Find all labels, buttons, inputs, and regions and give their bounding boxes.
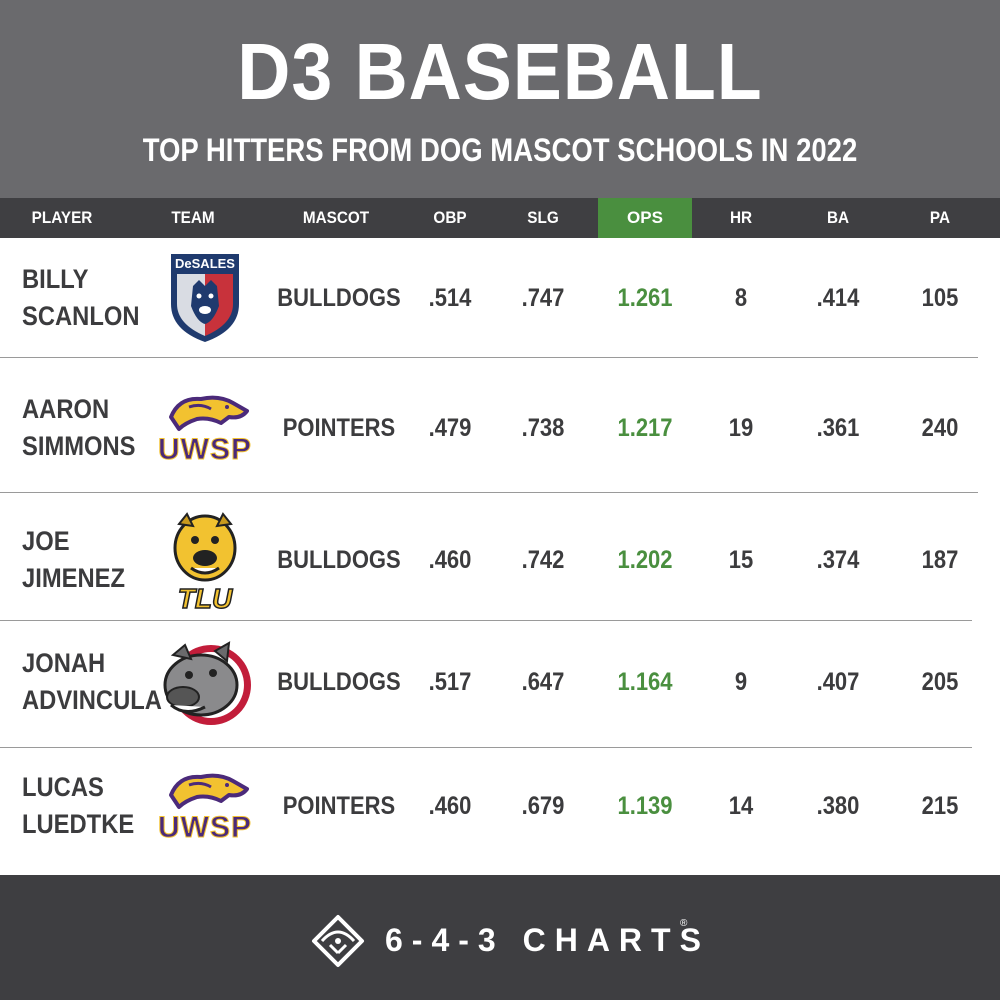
- player-last-name: ADVINCULA: [22, 685, 162, 715]
- player-last-name: SCANLON: [22, 301, 140, 331]
- svg-text:UWSP: UWSP: [158, 811, 252, 844]
- cell-hr: 14: [728, 792, 754, 820]
- page-subtitle: TOP HITTERS FROM DOG MASCOT SCHOOLS IN 2…: [142, 132, 858, 168]
- cell-mascot: BULLDOGS: [277, 668, 401, 696]
- column-header-ba: BA: [826, 208, 850, 227]
- cell-slg: .647: [521, 668, 565, 696]
- cell-ba: .374: [816, 546, 860, 574]
- cell-hr: 8: [734, 284, 748, 312]
- player-first-name: AARON: [22, 394, 110, 424]
- cell-pa: 105: [921, 284, 959, 312]
- cell-ba: .407: [816, 668, 860, 696]
- cell-slg: .742: [521, 546, 565, 574]
- cell-mascot: BULLDOGS: [277, 284, 401, 312]
- row-divider: [0, 620, 972, 621]
- svg-text:TLU: TLU: [178, 583, 233, 612]
- column-header-bar: PLAYER TEAM MASCOT OBP SLG OPS HR BA PA: [0, 198, 1000, 238]
- desales-bulldog-shield-logo: DeSALES: [169, 252, 241, 349]
- cell-ba: .361: [816, 414, 860, 442]
- svg-text:UWSP: UWSP: [158, 433, 252, 466]
- brand-name: 6-4-3 CHARTS: [385, 922, 710, 958]
- player-last-name: SIMMONS: [22, 431, 136, 461]
- player-last-name: LUEDTKE: [22, 809, 135, 839]
- cell-hr: 15: [728, 546, 754, 574]
- cell-ba: .414: [816, 284, 860, 312]
- page-title: D3 BASEBALL: [237, 27, 763, 116]
- player-name: BILLY SCANLON: [22, 261, 139, 335]
- gray-bulldog-logo: [155, 635, 255, 734]
- baseball-diamond-icon: [312, 915, 364, 967]
- column-header-slg: SLG: [527, 208, 559, 227]
- cell-obp: .479: [428, 414, 472, 442]
- column-header-player: PLAYER: [31, 208, 93, 227]
- cell-obp: .514: [428, 284, 472, 312]
- column-header-obp: OBP: [433, 208, 467, 227]
- cell-slg: .747: [521, 284, 565, 312]
- player-first-name: JOE: [22, 526, 70, 556]
- column-header-team: TEAM: [171, 208, 215, 227]
- uwsp-pointer-logo: UWSP: [149, 767, 261, 850]
- cell-slg: .679: [521, 792, 565, 820]
- column-header-pa: PA: [929, 208, 951, 227]
- cell-mascot: BULLDOGS: [277, 546, 401, 574]
- cell-ops: 1.261: [617, 284, 673, 312]
- column-header-mascot: MASCOT: [302, 208, 370, 227]
- header-banner: D3 BASEBALL TOP HITTERS FROM DOG MASCOT …: [0, 0, 1000, 198]
- player-name: AARON SIMMONS: [22, 391, 136, 465]
- cell-hr: 19: [728, 414, 754, 442]
- row-divider: [0, 492, 978, 493]
- cell-mascot: POINTERS: [282, 792, 396, 820]
- player-first-name: JONAH: [22, 648, 106, 678]
- player-first-name: LUCAS: [22, 772, 104, 802]
- cell-obp: .460: [428, 546, 472, 574]
- cell-pa: 205: [921, 668, 959, 696]
- footer-bar: [0, 875, 1000, 1000]
- registered-mark: ®: [680, 918, 688, 929]
- cell-ops: 1.164: [617, 668, 673, 696]
- player-name: JONAH ADVINCULA: [22, 645, 162, 719]
- cell-ba: .380: [816, 792, 860, 820]
- cell-obp: .460: [428, 792, 472, 820]
- cell-slg: .738: [521, 414, 565, 442]
- uwsp-pointer-logo: UWSP: [149, 389, 261, 472]
- cell-pa: 215: [921, 792, 959, 820]
- row-divider: [0, 747, 972, 748]
- cell-ops: 1.217: [617, 414, 673, 442]
- cell-ops: 1.139: [617, 792, 673, 820]
- player-first-name: BILLY: [22, 264, 89, 294]
- cell-mascot: POINTERS: [282, 414, 396, 442]
- cell-hr: 9: [734, 668, 748, 696]
- cell-ops: 1.202: [617, 546, 673, 574]
- player-name: JOE JIMENEZ: [22, 523, 125, 597]
- svg-text:DeSALES: DeSALES: [175, 256, 235, 271]
- cell-pa: 240: [921, 414, 959, 442]
- cell-pa: 187: [921, 546, 959, 574]
- column-header-ops: OPS: [598, 198, 692, 238]
- player-name: LUCAS LUEDTKE: [22, 769, 134, 843]
- tlu-bulldog-logo: TLU: [165, 508, 245, 617]
- player-last-name: JIMENEZ: [22, 563, 125, 593]
- column-header-hr: HR: [729, 208, 753, 227]
- row-divider: [0, 357, 978, 358]
- cell-obp: .517: [428, 668, 472, 696]
